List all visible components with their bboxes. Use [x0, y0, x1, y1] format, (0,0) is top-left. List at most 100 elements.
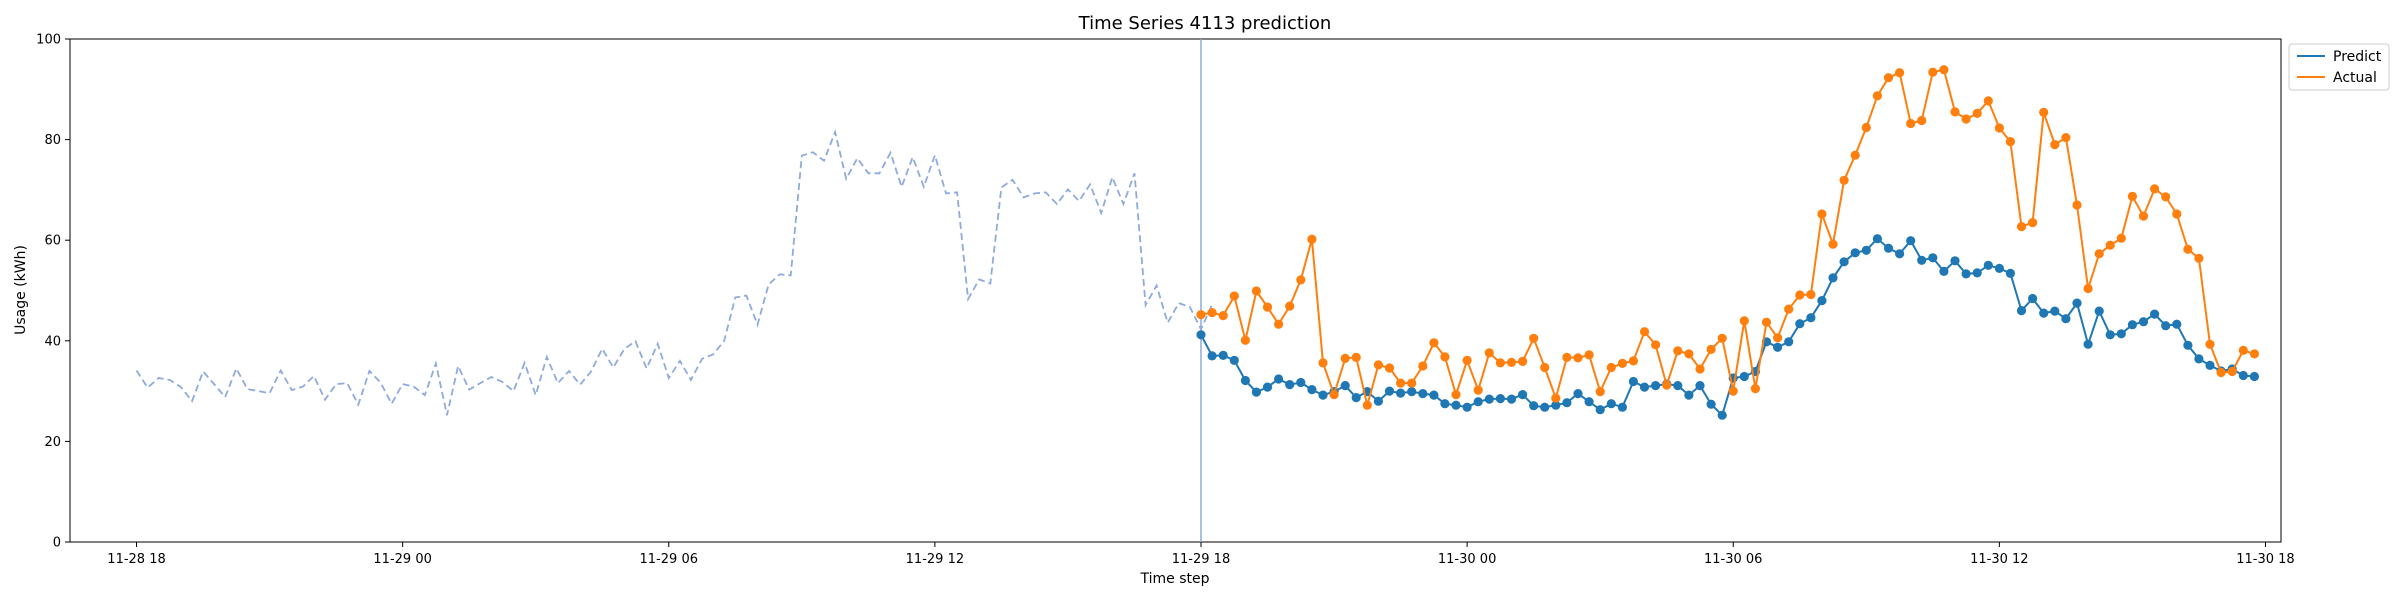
- actual-point: [1573, 353, 1583, 363]
- actual-point: [1939, 65, 1949, 75]
- actual-series-line: [1200, 68, 2255, 406]
- actual-point: [1218, 311, 1228, 321]
- predict-point: [1717, 410, 1727, 420]
- actual-point: [1895, 68, 1905, 78]
- predict-point: [1994, 263, 2004, 273]
- predict-point: [2016, 306, 2027, 316]
- predict-point: [1529, 401, 1539, 411]
- actual-point: [1728, 386, 1738, 396]
- actual-point: [1285, 301, 1295, 311]
- actual-point: [1706, 344, 1716, 354]
- predict-point: [2138, 317, 2149, 327]
- actual-point: [1817, 209, 1827, 219]
- actual-point: [1739, 316, 1749, 326]
- actual-point: [1506, 357, 1517, 367]
- actual-point: [1451, 390, 1461, 400]
- actual-point: [1906, 118, 1916, 129]
- predict-point: [2183, 340, 2193, 350]
- actual-point: [1872, 91, 1882, 101]
- actual-point: [1462, 355, 1472, 365]
- predict-point: [1429, 390, 1439, 400]
- predict-point: [1928, 253, 1938, 263]
- predict-point: [1251, 387, 1261, 397]
- actual-point: [1784, 304, 1794, 314]
- y-axis: 0 20 40 60 80 100: [36, 33, 70, 551]
- actual-point: [1318, 358, 1328, 368]
- actual-point: [1407, 378, 1417, 388]
- actual-point: [2172, 209, 2182, 219]
- actual-point: [1839, 175, 1849, 185]
- actual-point: [1961, 114, 1971, 124]
- predict-point: [2249, 371, 2259, 382]
- actual-point: [1584, 350, 1594, 360]
- actual-point: [2083, 283, 2093, 294]
- predict-point: [1739, 371, 1749, 382]
- predict-point: [1296, 377, 1306, 388]
- predict-point: [2172, 319, 2182, 329]
- actual-point: [1296, 275, 1306, 285]
- actual-point: [1484, 348, 1494, 358]
- actual-point: [1883, 73, 1894, 83]
- actual-point: [2039, 107, 2049, 117]
- predict-point: [1285, 380, 1295, 390]
- predict-point: [1906, 236, 1916, 246]
- predict-point: [1706, 399, 1716, 409]
- predict-point: [1340, 381, 1350, 391]
- predict-point: [2094, 306, 2104, 316]
- actual-point: [1373, 360, 1383, 370]
- predict-point: [2150, 309, 2160, 319]
- actual-point: [1806, 289, 1816, 300]
- actual-point: [1440, 352, 1450, 362]
- actual-point: [2005, 137, 2015, 147]
- x-tick-label: 11-30 00: [1438, 552, 1496, 567]
- actual-point: [1362, 400, 1372, 410]
- actual-point: [1639, 327, 1650, 337]
- actual-point: [2016, 222, 2027, 232]
- predict-point: [1773, 342, 1783, 352]
- predict-point: [1562, 398, 1572, 408]
- actual-point: [1229, 291, 1239, 301]
- predict-point: [1351, 393, 1361, 403]
- actual-point: [1262, 302, 1273, 312]
- predict-point: [1817, 296, 1827, 306]
- predict-point: [1384, 386, 1395, 396]
- actual-point: [1551, 393, 1561, 403]
- x-tick-label: 11-29 12: [906, 552, 964, 567]
- x-tick-label: 11-29 06: [640, 552, 698, 567]
- x-axis-label: Time step: [1140, 571, 1210, 587]
- actual-point: [2205, 339, 2215, 349]
- predict-point: [1551, 400, 1561, 410]
- x-tick-label: 11-29 18: [1172, 552, 1230, 567]
- actual-point: [1240, 335, 1250, 345]
- predict-point: [1861, 245, 1871, 255]
- actual-point: [1617, 358, 1627, 368]
- actual-point: [2238, 345, 2248, 355]
- actual-point: [1196, 310, 1206, 320]
- actual-point: [2150, 184, 2160, 194]
- y-axis-label: Usage (kWh): [13, 245, 29, 335]
- legend: Predict Actual: [2288, 43, 2390, 91]
- predict-point: [1540, 402, 1550, 412]
- predict-point: [1506, 394, 1517, 404]
- x-tick-label: 11-30 12: [1970, 552, 2028, 567]
- actual-point: [2050, 140, 2060, 150]
- predict-point: [1617, 402, 1627, 412]
- predict-point: [1262, 382, 1273, 392]
- predict-point: [2205, 360, 2215, 370]
- y-tick-label: 40: [44, 334, 61, 349]
- predict-point: [1695, 381, 1705, 391]
- predict-point: [1373, 396, 1383, 406]
- predict-point: [1440, 399, 1450, 409]
- legend-label-actual: Actual: [2333, 70, 2377, 86]
- x-tick-label: 11-29 00: [373, 552, 431, 567]
- y-tick-label: 100: [36, 33, 61, 48]
- predict-point: [2028, 293, 2038, 304]
- predict-point: [1451, 400, 1461, 410]
- actual-point: [1950, 107, 1960, 117]
- predict-point: [1961, 269, 1971, 279]
- y-tick-label: 60: [44, 234, 61, 249]
- actual-point: [2183, 244, 2193, 254]
- actual-point: [1396, 378, 1406, 388]
- actual-point: [1329, 390, 1339, 400]
- actual-point: [1595, 387, 1605, 397]
